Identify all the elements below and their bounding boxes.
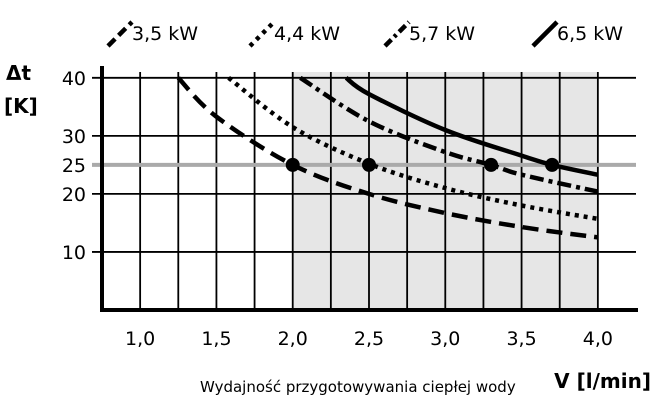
- y-tick-label: 25: [62, 155, 86, 177]
- x-tick-labels: 1,0 1,5 2,0 2,5 3,0 3,5 4,0: [125, 328, 613, 350]
- y-tick-label: 20: [62, 184, 86, 206]
- legend-swatch: [248, 20, 276, 48]
- data-point: [285, 157, 300, 172]
- legend-label: 4,4 kW: [274, 23, 340, 45]
- x-tick-label: 2,5: [354, 328, 384, 350]
- data-point: [484, 157, 499, 172]
- x-tick-label: 1,0: [125, 328, 155, 350]
- legend-swatch: [531, 20, 559, 48]
- y-tick-label: 40: [62, 68, 86, 90]
- y-tick-label: 30: [62, 126, 86, 148]
- y-tick-labels: 10 20 25 30 40: [62, 68, 86, 264]
- chart-caption: Wydajność przygotowywania ciepłej wody: [200, 378, 516, 396]
- legend-label: 3,5 kW: [132, 23, 198, 45]
- x-tick-label: 1,5: [201, 328, 231, 350]
- legend-swatch: [383, 20, 411, 48]
- x-tick-label: 2,0: [278, 328, 308, 350]
- x-tick-label: 4,0: [583, 328, 613, 350]
- x-axis-label: V [l/min]: [554, 369, 651, 393]
- legend: 3,5 kW 4,4 kW 5,7 kW 6,5 kW: [106, 20, 623, 48]
- y-axis-label-unit: [K]: [4, 94, 38, 118]
- x-tick-label: 3,0: [430, 328, 460, 350]
- intersection-points: [285, 157, 560, 172]
- legend-swatch: [106, 20, 134, 48]
- series-line-35kw: [176, 76, 599, 240]
- y-tick-label: 10: [62, 242, 86, 264]
- series-line-57kw: [299, 75, 599, 194]
- x-tick-label: 3,5: [506, 328, 536, 350]
- axes: [100, 66, 638, 312]
- y-axis-label-symbol: Δt: [6, 61, 31, 85]
- legend-label: 6,5 kW: [557, 23, 623, 45]
- legend-label: 5,7 kW: [409, 23, 475, 45]
- data-point: [362, 157, 376, 172]
- data-point: [545, 157, 560, 172]
